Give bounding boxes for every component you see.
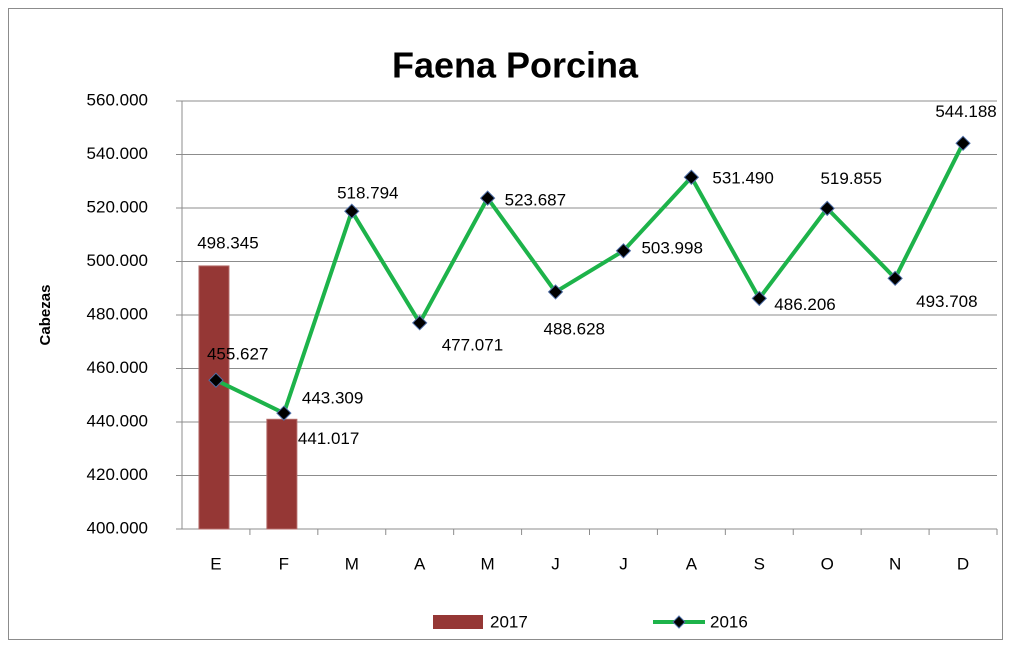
x-tick-label: J [619, 554, 628, 573]
point [615, 243, 632, 259]
point [344, 203, 360, 219]
x-tick-label: M [345, 554, 359, 573]
bar [198, 265, 230, 530]
data-label: 519.855 [820, 169, 881, 188]
point [683, 169, 700, 185]
point [547, 284, 564, 300]
data-label: 443.309 [302, 389, 363, 408]
x-tick-label: F [279, 554, 289, 573]
y-tick-label: 560.000 [87, 90, 148, 109]
x-tick-label: M [481, 554, 495, 573]
chart-title: Faena Porcina [392, 45, 639, 86]
x-tick-label: E [210, 554, 221, 573]
x-tick-label: O [821, 554, 834, 573]
y-tick-label: 420.000 [87, 465, 148, 484]
data-label: 486.206 [774, 295, 835, 314]
legend-marker [672, 615, 686, 629]
data-label: 477.071 [442, 335, 503, 354]
y-tick-label: 400.000 [87, 518, 148, 537]
y-axis-title: Cabezas [37, 285, 54, 346]
point [208, 372, 224, 388]
data-label: 544.188 [935, 102, 996, 121]
legend-label: 2017 [490, 612, 528, 631]
data-label: 523.687 [505, 191, 566, 210]
point [819, 200, 835, 217]
x-tick-label: S [754, 554, 765, 573]
data-label: 441.017 [298, 429, 359, 448]
data-label: 503.998 [641, 238, 702, 257]
point [955, 135, 971, 152]
y-tick-label: 500.000 [87, 251, 148, 270]
x-tick-label: A [414, 554, 426, 573]
chart-frame [8, 8, 1003, 640]
bar [266, 418, 298, 530]
y-tick-label: 540.000 [87, 144, 148, 163]
point [751, 290, 767, 307]
y-tick-label: 440.000 [87, 411, 148, 430]
legend-swatch [433, 615, 483, 629]
x-tick-label: N [889, 554, 901, 573]
y-tick-label: 460.000 [87, 358, 148, 377]
x-tick-label: A [686, 554, 698, 573]
x-tick-label: J [551, 554, 560, 573]
data-label: 531.490 [712, 169, 773, 188]
y-tick-label: 480.000 [87, 304, 148, 323]
x-tick-label: D [957, 554, 969, 573]
data-label: 498.345 [197, 233, 258, 252]
data-label: 455.627 [207, 345, 268, 364]
point [276, 405, 292, 421]
point [479, 190, 496, 206]
line [215, 142, 965, 416]
data-label: 518.794 [337, 184, 398, 203]
legend-label: 2016 [710, 612, 748, 631]
y-tick-label: 520.000 [87, 197, 148, 216]
point [412, 315, 428, 331]
data-label: 488.628 [544, 319, 605, 338]
point [887, 270, 903, 287]
data-label: 493.708 [916, 292, 977, 311]
